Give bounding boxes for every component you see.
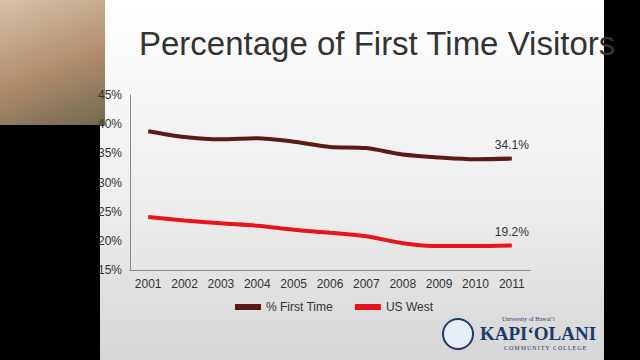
svg-text:US West: US West	[386, 300, 434, 314]
svg-text:2010: 2010	[462, 277, 489, 291]
html-text:University of Hawaiʻi: University of Hawaiʻi	[502, 316, 555, 322]
svg-text:2008: 2008	[389, 277, 416, 291]
svg-text:15%: 15%	[98, 263, 122, 277]
svg-text:45%: 45%	[98, 88, 122, 102]
svg-text:2004: 2004	[244, 277, 271, 291]
svg-text:2002: 2002	[171, 277, 198, 291]
svg-text:2006: 2006	[317, 277, 344, 291]
svg-text:34.1%: 34.1%	[495, 138, 529, 152]
svg-text:35%: 35%	[98, 146, 122, 160]
svg-text:2007: 2007	[353, 277, 380, 291]
svg-text:2009: 2009	[426, 277, 453, 291]
html-text:KAPIʻOLANI: KAPIʻOLANI	[480, 323, 597, 344]
svg-text:2011: 2011	[499, 277, 525, 291]
html-text:COMMUNITY COLLEGE: COMMUNITY COLLEGE	[504, 345, 588, 351]
svg-text:% First Time: % First Time	[266, 300, 333, 314]
svg-text:2001: 2001	[135, 277, 162, 291]
svg-text:Percentage of First Time Visit: Percentage of First Time Visitors	[139, 25, 615, 62]
svg-text:40%: 40%	[98, 117, 122, 131]
svg-text:30%: 30%	[98, 176, 122, 190]
svg-text:25%: 25%	[98, 205, 122, 219]
svg-text:20%: 20%	[98, 234, 122, 248]
svg-text:19.2%: 19.2%	[495, 225, 529, 239]
svg-text:2003: 2003	[208, 277, 235, 291]
svg-text:2005: 2005	[280, 277, 307, 291]
